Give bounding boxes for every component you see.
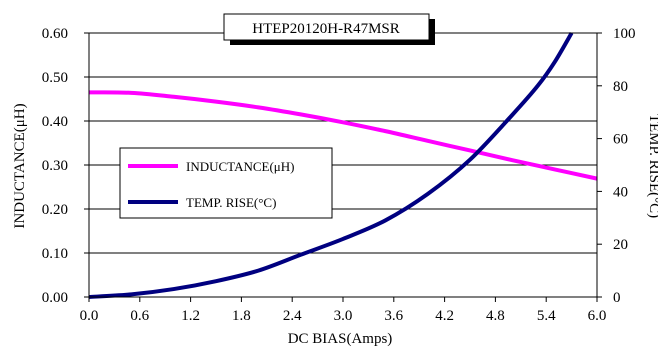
tick-labels: 0.0 0.6 1.2 1.8 2.4 3.0 3.6 4.2 4.8 5.4 6.0 0.00 0.1… <box>42 26 636 324</box>
y-right-tick-label: 20 <box>613 237 628 253</box>
series-layer <box>88 31 598 299</box>
legend: INDUCTANCE(μH) TEMP. RISE(°C) <box>119 147 333 219</box>
y-right-tick-label: 40 <box>613 184 628 200</box>
x-tick-label: 1.2 <box>181 308 200 324</box>
series-line-inductance <box>88 90 598 181</box>
y-right-tick-label: 60 <box>613 132 628 148</box>
y-right-tick-label: 0 <box>613 290 621 306</box>
x-tick-label: 0.6 <box>130 308 149 324</box>
x-tick-label: 1.8 <box>232 308 251 324</box>
title-box: HTEP20120H-R47MSR <box>223 13 435 45</box>
x-tick-label: 3.6 <box>384 308 403 324</box>
y-left-tick-label: 0.60 <box>42 26 68 42</box>
y-right-tick-label: 80 <box>613 79 628 95</box>
y-axis-right-title: TEMP. RISE(°C) <box>646 114 658 218</box>
y-left-tick-label: 0.00 <box>42 290 68 306</box>
x-tick-label: 0.0 <box>80 308 99 324</box>
y-left-tick-label: 0.50 <box>42 70 68 86</box>
legend-label-temp-rise: TEMP. RISE(°C) <box>186 195 276 210</box>
legend-label-inductance: INDUCTANCE(μH) <box>186 159 294 174</box>
chart-title: HTEP20120H-R47MSR <box>252 21 400 37</box>
y-right-tick-label: 100 <box>613 26 636 42</box>
y-left-tick-label: 0.20 <box>42 202 68 218</box>
y-left-tick-label: 0.40 <box>42 114 68 130</box>
y-left-tick-label: 0.10 <box>42 246 68 262</box>
series-line-temp-rise <box>88 31 574 299</box>
x-tick-label: 4.8 <box>486 308 505 324</box>
x-tick-label: 4.2 <box>435 308 454 324</box>
x-tick-label: 5.4 <box>537 308 556 324</box>
x-tick-label: 6.0 <box>588 308 607 324</box>
y-axis-left-title: INDUCTANCE(μH) <box>12 103 28 228</box>
y-left-tick-label: 0.30 <box>42 158 68 174</box>
x-axis-title: DC BIAS(Amps) <box>288 331 393 347</box>
x-tick-label: 2.4 <box>283 308 302 324</box>
x-tick-label: 3.0 <box>334 308 353 324</box>
legend-box <box>119 147 333 219</box>
